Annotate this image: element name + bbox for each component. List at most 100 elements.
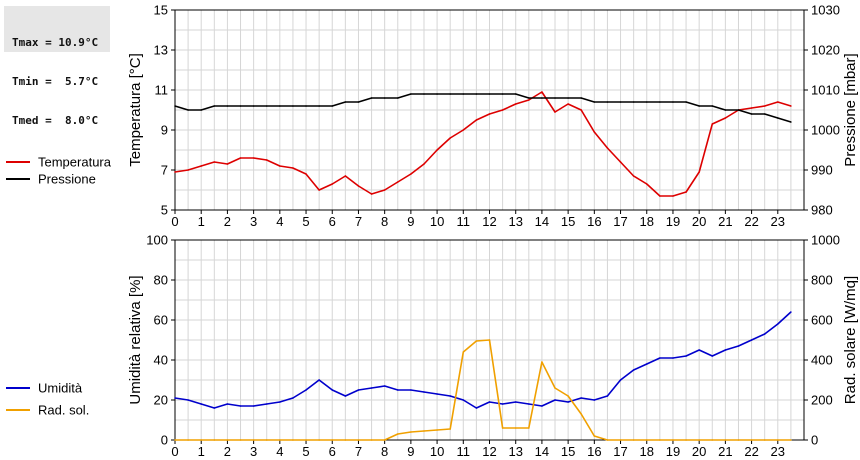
data-point bbox=[606, 147, 609, 149]
y-right-axis-label: Rad. solare [W/mq] bbox=[842, 276, 859, 404]
x-tick-label: 17 bbox=[613, 214, 627, 229]
x-tick-label: 18 bbox=[640, 444, 654, 459]
data-point bbox=[331, 389, 334, 391]
data-point bbox=[711, 439, 714, 441]
data-point bbox=[410, 389, 412, 391]
data-point bbox=[423, 163, 425, 165]
data-point bbox=[790, 439, 792, 441]
data-point bbox=[659, 439, 661, 441]
x-tick-label: 2 bbox=[224, 214, 231, 229]
data-point bbox=[645, 183, 648, 185]
data-point bbox=[292, 439, 294, 441]
data-point bbox=[698, 105, 700, 107]
y-right-tick-label: 1010 bbox=[811, 83, 840, 98]
data-point bbox=[750, 439, 753, 441]
data-point bbox=[383, 385, 386, 387]
data-point bbox=[501, 109, 504, 111]
chart-panel-1: 0 1 2 3 4 5 6 7 8 9 10 11 12 13 14 15 16 17 18 19 20 21 22 2357… bbox=[6, 3, 859, 229]
data-point bbox=[698, 439, 700, 441]
data-point bbox=[488, 93, 491, 95]
data-point bbox=[370, 193, 373, 195]
data-point bbox=[790, 121, 792, 123]
data-point bbox=[265, 105, 268, 107]
x-tick-label: 6 bbox=[329, 444, 336, 459]
data-point bbox=[187, 399, 189, 401]
data-point bbox=[593, 435, 596, 437]
x-tick-label: 16 bbox=[587, 444, 601, 459]
data-point bbox=[226, 439, 229, 441]
y-right-tick-label: 1020 bbox=[811, 43, 840, 58]
data-point bbox=[528, 403, 530, 405]
x-tick-label: 3 bbox=[250, 444, 257, 459]
data-point bbox=[318, 379, 320, 381]
data-point bbox=[776, 101, 779, 103]
data-point bbox=[711, 105, 714, 107]
x-tick-label: 5 bbox=[302, 444, 309, 459]
x-tick-label: 14 bbox=[535, 214, 549, 229]
data-point bbox=[449, 395, 451, 397]
data-point bbox=[383, 439, 386, 441]
data-point bbox=[672, 439, 674, 441]
y-left-tick-label: 0 bbox=[161, 433, 168, 448]
data-point bbox=[475, 93, 478, 95]
data-point bbox=[265, 403, 268, 405]
data-point bbox=[174, 105, 176, 107]
x-tick-label: 19 bbox=[666, 214, 680, 229]
data-point bbox=[331, 183, 334, 185]
data-point bbox=[279, 105, 281, 107]
x-tick-label: 13 bbox=[508, 444, 522, 459]
data-point bbox=[541, 405, 543, 407]
data-point bbox=[239, 105, 242, 107]
data-point bbox=[514, 427, 517, 429]
data-point bbox=[632, 175, 635, 177]
data-point bbox=[462, 93, 465, 95]
y-left-tick-label: 40 bbox=[154, 353, 168, 368]
data-point bbox=[318, 439, 320, 441]
data-point bbox=[567, 401, 569, 403]
x-tick-label: 9 bbox=[407, 214, 414, 229]
data-point bbox=[305, 173, 307, 175]
data-point bbox=[606, 101, 609, 103]
data-point bbox=[659, 357, 661, 359]
data-point bbox=[619, 439, 622, 441]
data-point bbox=[436, 93, 438, 95]
y-right-tick-label: 200 bbox=[811, 393, 833, 408]
x-tick-label: 20 bbox=[692, 444, 706, 459]
data-point bbox=[187, 439, 189, 441]
data-point bbox=[790, 311, 792, 313]
legend-label: Pressione bbox=[38, 172, 96, 187]
data-point bbox=[790, 105, 792, 107]
x-tick-label: 9 bbox=[407, 444, 414, 459]
x-tick-label: 7 bbox=[355, 214, 362, 229]
y-right-axis-label: Pressione [mbar] bbox=[842, 53, 859, 166]
data-point bbox=[200, 109, 203, 111]
data-point bbox=[580, 397, 583, 399]
data-point bbox=[239, 405, 242, 407]
data-point bbox=[305, 439, 307, 441]
data-point bbox=[396, 389, 399, 391]
data-point bbox=[554, 399, 556, 401]
data-point bbox=[488, 113, 491, 115]
data-point bbox=[632, 101, 635, 103]
y-left-tick-label: 80 bbox=[154, 273, 168, 288]
chart-panel-2: 0 1 2 3 4 5 6 7 8 9 10 11 12 13 14 15 16 17 18 19 20 21 22 2302… bbox=[6, 233, 859, 459]
y-right-tick-label: 0 bbox=[811, 433, 818, 448]
x-tick-label: 21 bbox=[718, 214, 732, 229]
data-point bbox=[396, 181, 399, 183]
data-point bbox=[357, 185, 360, 187]
data-point bbox=[698, 349, 700, 351]
data-point bbox=[423, 391, 425, 393]
data-point bbox=[763, 113, 766, 115]
data-point bbox=[436, 393, 438, 395]
data-point bbox=[279, 401, 281, 403]
data-point bbox=[554, 387, 556, 389]
y-left-tick-label: 60 bbox=[154, 313, 168, 328]
data-point bbox=[567, 97, 569, 99]
data-point bbox=[698, 171, 700, 173]
data-point bbox=[763, 333, 766, 335]
data-point bbox=[436, 149, 438, 151]
y-left-axis-label: Temperatura [°C] bbox=[127, 53, 144, 167]
y-left-tick-label: 20 bbox=[154, 393, 168, 408]
x-tick-label: 3 bbox=[250, 214, 257, 229]
data-point bbox=[606, 395, 609, 397]
